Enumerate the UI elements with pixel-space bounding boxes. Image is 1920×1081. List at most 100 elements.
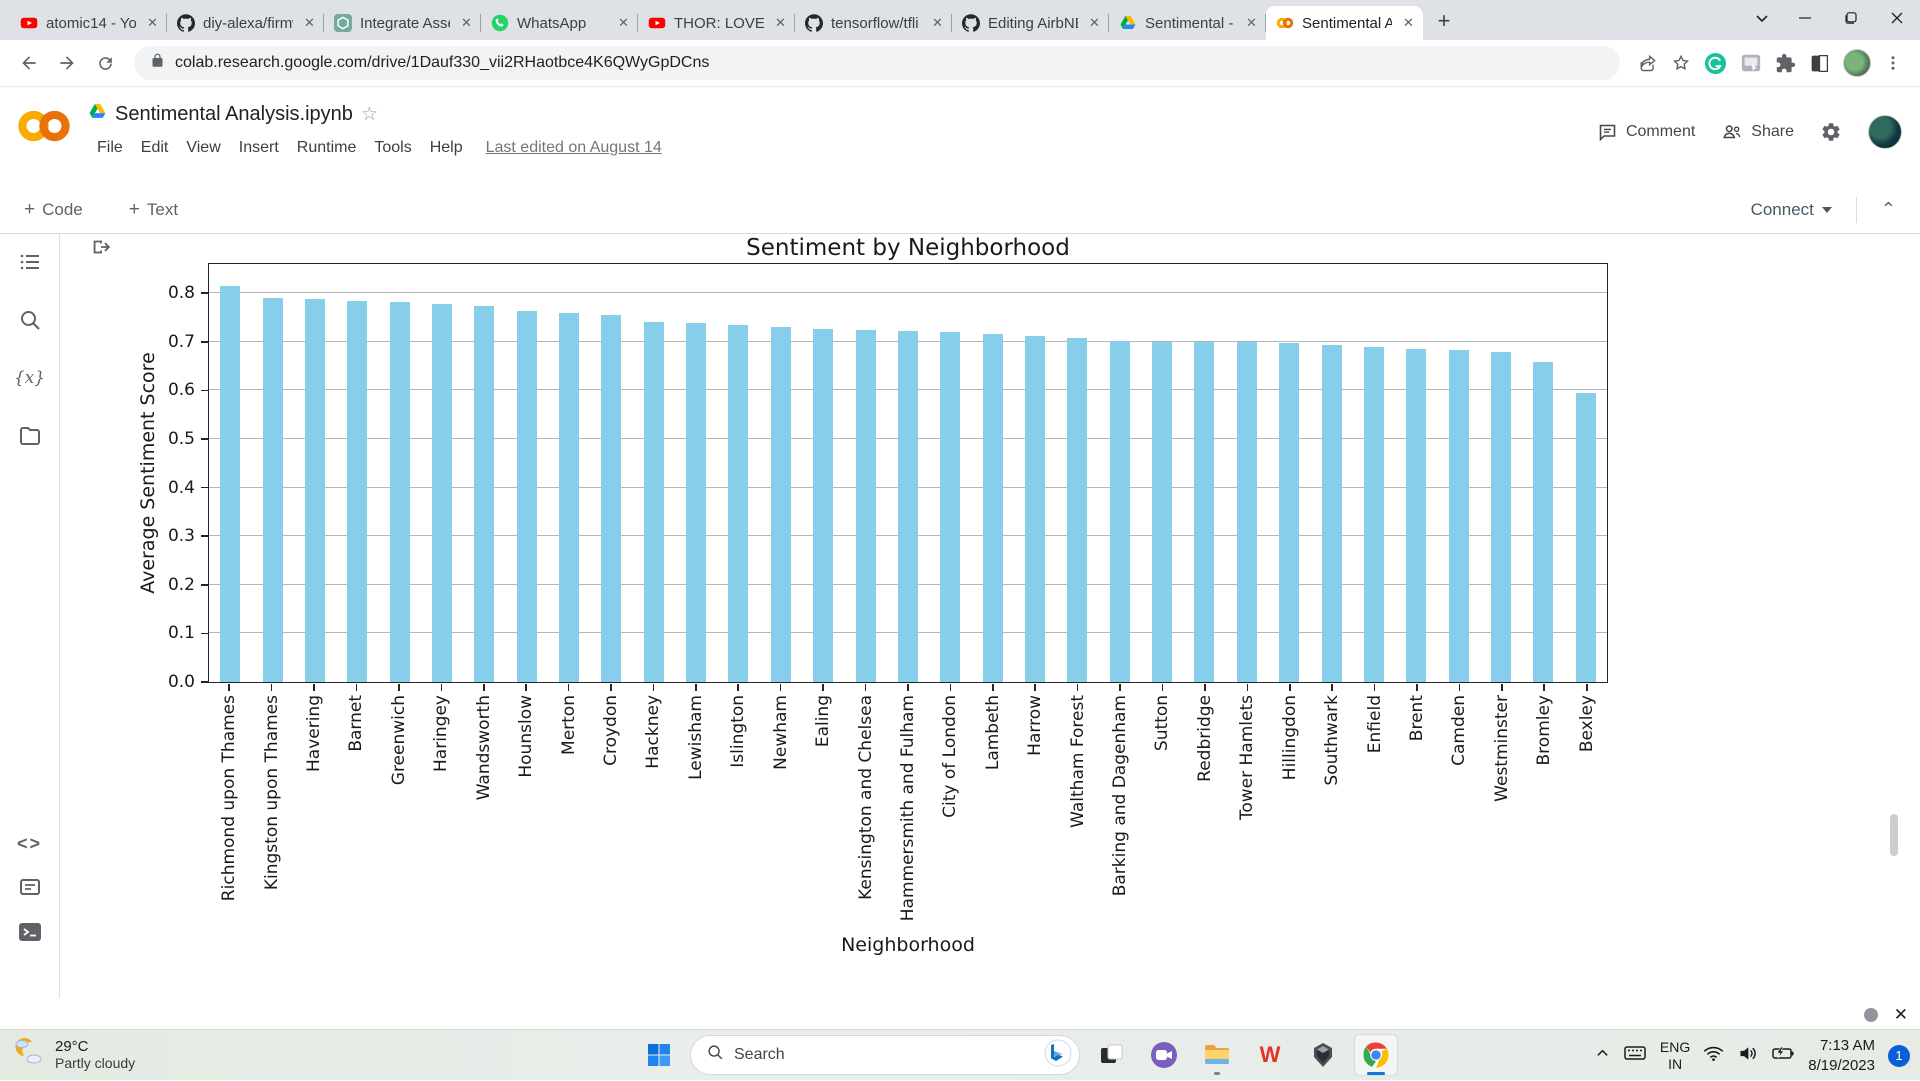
grammarly-extension-icon[interactable]: [1704, 52, 1727, 75]
screenshot-extension-icon[interactable]: [1740, 52, 1762, 74]
browser-tab[interactable]: diy-alexa/firmw✕: [167, 6, 324, 40]
browser-menu-kebab-icon[interactable]: [1884, 54, 1902, 72]
menu-edit[interactable]: Edit: [132, 135, 178, 161]
tab-close-icon[interactable]: ✕: [772, 15, 789, 32]
star-notebook-icon[interactable]: ☆: [361, 103, 378, 126]
close-window-button[interactable]: [1874, 0, 1920, 36]
tray-chevron-up-icon[interactable]: [1595, 1046, 1610, 1066]
bar-slot: [1141, 264, 1183, 682]
padlock-icon[interactable]: [150, 53, 165, 73]
notebook-title[interactable]: Sentimental Analysis.ipynb: [115, 103, 353, 126]
forward-button[interactable]: [50, 46, 84, 80]
code-snippets-icon[interactable]: <>: [17, 834, 42, 855]
chart-bar: [601, 315, 621, 682]
browser-tab[interactable]: Sentimental - G✕: [1109, 6, 1266, 40]
drive-file-icon: [88, 102, 107, 126]
browser-tab[interactable]: Sentimental A✕: [1266, 6, 1423, 40]
minimize-button[interactable]: [1782, 0, 1828, 36]
overlay-dot-icon[interactable]: [1864, 1008, 1878, 1022]
tab-close-icon[interactable]: ✕: [615, 15, 632, 32]
maximize-button[interactable]: [1828, 0, 1874, 36]
account-avatar[interactable]: [1868, 115, 1902, 149]
add-code-button[interactable]: + Code: [14, 193, 93, 227]
overlay-close-icon[interactable]: ✕: [1894, 1005, 1908, 1025]
bing-icon[interactable]: [1043, 1038, 1073, 1073]
tab-close-icon[interactable]: ✕: [1243, 15, 1260, 32]
x-tick-mark: [737, 684, 739, 691]
tab-close-icon[interactable]: ✕: [144, 15, 161, 32]
x-tick-label: Westminster: [1492, 695, 1512, 802]
new-tab-button[interactable]: +: [1429, 6, 1459, 36]
address-bar[interactable]: colab.research.google.com/drive/1Dauf330…: [134, 46, 1620, 80]
taskbar-weather-widget[interactable]: 29°C Partly cloudy: [10, 1034, 135, 1075]
taskbar-search-box[interactable]: Search: [690, 1035, 1080, 1075]
tab-search-chevron-icon[interactable]: [1742, 0, 1782, 36]
bar-slot: [1395, 264, 1437, 682]
chart-bar: [898, 331, 918, 682]
video-chat-app-icon[interactable]: [1142, 1034, 1186, 1076]
reload-button[interactable]: [88, 46, 122, 80]
connect-button[interactable]: Connect: [1741, 195, 1842, 225]
settings-gear-icon[interactable]: [1820, 121, 1842, 143]
add-text-button[interactable]: + Text: [119, 193, 188, 227]
browser-tab[interactable]: WhatsApp✕: [481, 6, 638, 40]
menu-help[interactable]: Help: [421, 135, 472, 161]
wifi-icon[interactable]: [1703, 1043, 1724, 1069]
x-tick-cell: Richmond upon Thames: [208, 684, 250, 921]
share-icon[interactable]: [1638, 53, 1658, 73]
browser-profile-avatar[interactable]: [1843, 49, 1871, 77]
tab-close-icon[interactable]: ✕: [1086, 15, 1103, 32]
y-tick-mark: [201, 438, 209, 440]
dark-shield-app-icon[interactable]: [1301, 1034, 1345, 1076]
start-button[interactable]: [637, 1034, 681, 1076]
menu-runtime[interactable]: Runtime: [288, 135, 366, 161]
x-tick-mark: [1247, 684, 1249, 691]
menu-view[interactable]: View: [177, 135, 229, 161]
scrollbar-thumb[interactable]: [1890, 814, 1898, 856]
touch-keyboard-icon[interactable]: [1623, 1041, 1647, 1070]
file-explorer-icon[interactable]: [1195, 1034, 1239, 1076]
menu-file[interactable]: File: [88, 135, 132, 161]
output-popout-icon[interactable]: [90, 236, 112, 263]
share-button[interactable]: Share: [1721, 121, 1794, 143]
battery-icon[interactable]: [1771, 1041, 1795, 1070]
browser-tab[interactable]: Integrate Asse✕: [324, 6, 481, 40]
chrome-icon[interactable]: [1354, 1034, 1398, 1076]
last-edited-link[interactable]: Last edited on August 14: [486, 139, 662, 157]
command-palette-icon[interactable]: [18, 875, 42, 899]
wps-office-icon[interactable]: W: [1248, 1034, 1292, 1076]
browser-tab[interactable]: tensorflow/tfli✕: [795, 6, 952, 40]
files-icon[interactable]: [18, 424, 42, 448]
comment-button[interactable]: Comment: [1597, 122, 1695, 143]
table-of-contents-icon[interactable]: [18, 250, 42, 274]
back-button[interactable]: [12, 46, 46, 80]
bar-slot: [1353, 264, 1395, 682]
dark-mode-extension-icon[interactable]: [1809, 53, 1830, 74]
browser-tab[interactable]: atomic14 - You✕: [10, 6, 167, 40]
collapse-header-button[interactable]: ⌃: [1871, 195, 1906, 224]
bookmark-star-icon[interactable]: [1671, 53, 1691, 73]
colab-logo-icon[interactable]: [16, 109, 72, 148]
notification-badge[interactable]: 1: [1888, 1045, 1910, 1067]
clock-widget[interactable]: 7:13 AM 8/19/2023: [1808, 1036, 1875, 1075]
menu-tools[interactable]: Tools: [365, 135, 420, 161]
tab-close-icon[interactable]: ✕: [301, 15, 318, 32]
tab-close-icon[interactable]: ✕: [929, 15, 946, 32]
chart-bar: [1364, 347, 1384, 682]
bar-slot: [1437, 264, 1479, 682]
menu-insert[interactable]: Insert: [230, 135, 288, 161]
tab-close-icon[interactable]: ✕: [458, 15, 475, 32]
browser-tab[interactable]: Editing AirbNB✕: [952, 6, 1109, 40]
browser-tab[interactable]: THOR: LOVE A✕: [638, 6, 795, 40]
x-tick-mark: [228, 684, 230, 691]
terminal-icon[interactable]: [17, 919, 43, 945]
tab-close-icon[interactable]: ✕: [1400, 15, 1417, 32]
bar-slot: [1522, 264, 1564, 682]
task-view-button[interactable]: [1089, 1034, 1133, 1076]
variables-icon[interactable]: {x}: [14, 368, 45, 388]
volume-icon[interactable]: [1737, 1043, 1758, 1069]
chart-bar: [1406, 349, 1426, 682]
search-icon[interactable]: [18, 308, 42, 332]
language-indicator[interactable]: ENG IN: [1660, 1039, 1690, 1071]
extensions-puzzle-icon[interactable]: [1775, 53, 1796, 74]
